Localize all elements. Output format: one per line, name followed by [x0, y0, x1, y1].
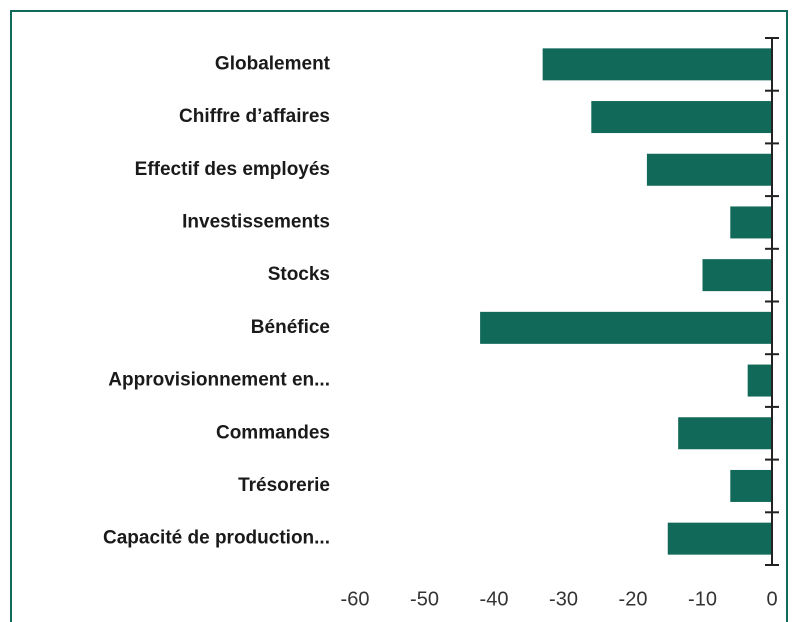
bar	[730, 469, 772, 502]
x-tick-label: 0	[766, 588, 777, 610]
y-tick-label: Bénéfice	[251, 317, 330, 338]
bar	[747, 364, 772, 397]
y-tick-label: Investissements	[182, 211, 330, 232]
y-tick-label: Stocks	[268, 264, 330, 285]
bar	[678, 417, 772, 450]
frame	[10, 10, 788, 622]
y-tick-label: Capacité de production...	[103, 528, 330, 549]
x-tick-label: -50	[410, 588, 439, 610]
y-tick-label: Approvisionnement en...	[108, 370, 330, 391]
x-tick-label: -40	[480, 588, 509, 610]
x-tick-label: -20	[619, 588, 648, 610]
bar	[646, 153, 772, 186]
x-tick-label: -10	[688, 588, 717, 610]
y-tick-label: Trésorerie	[238, 475, 330, 496]
y-tick-label: Chiffre d’affaires	[179, 106, 330, 127]
y-tick-label: Globalement	[215, 53, 331, 74]
bar	[730, 206, 772, 239]
bar	[667, 522, 772, 555]
bar	[591, 101, 772, 134]
bar	[542, 48, 772, 81]
y-tick-label: Commandes	[216, 422, 330, 443]
y-tick-label: Effectif des employés	[135, 159, 330, 180]
bar	[480, 311, 772, 344]
x-tick-label: -30	[549, 588, 578, 610]
x-tick-label: -60	[341, 588, 370, 610]
bar	[702, 259, 772, 292]
